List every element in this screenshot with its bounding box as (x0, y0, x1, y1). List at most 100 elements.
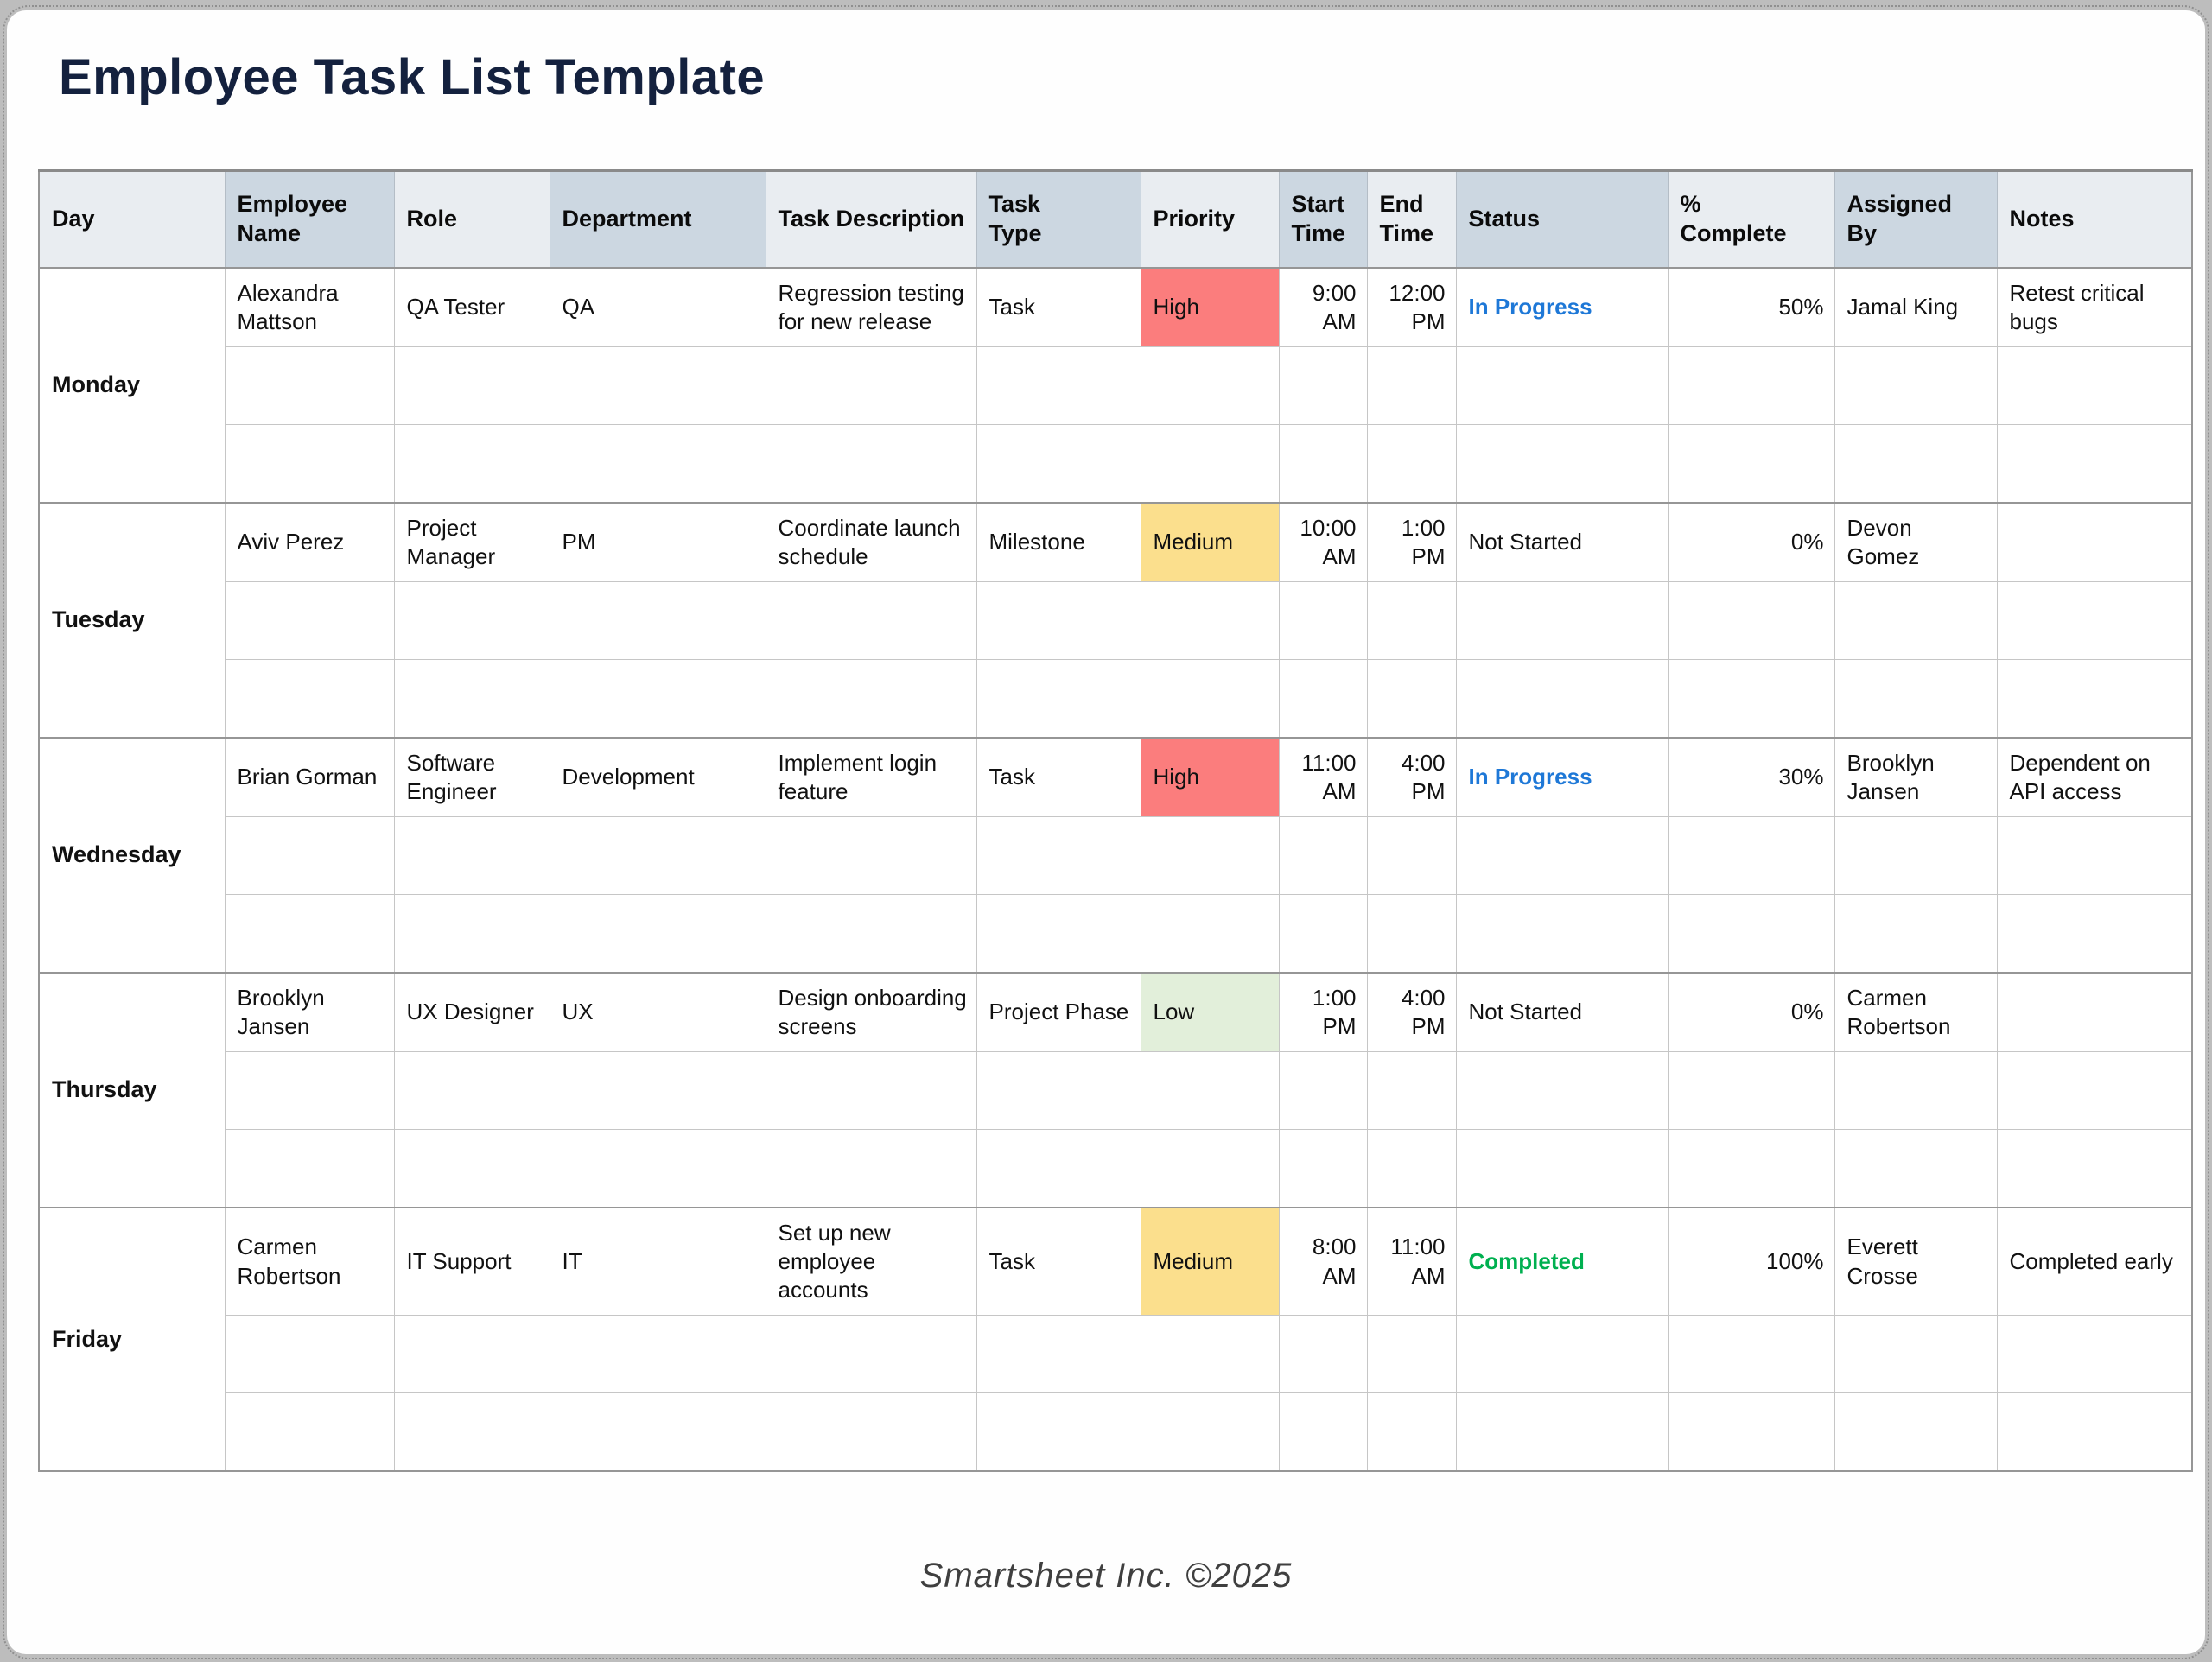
cell-task-type: Task (976, 736, 1141, 818)
document-page: Employee Task List Template Day Employee … (7, 10, 2205, 1654)
empty-cell-percent-complete (1667, 424, 1835, 504)
empty-cell-priority (1140, 894, 1280, 974)
column-header-end-time: End Time (1366, 170, 1457, 269)
empty-cell-task-description (765, 659, 977, 739)
empty-cell-priority (1140, 659, 1280, 739)
empty-cell-status (1455, 1392, 1669, 1472)
cell-task-description: Regression testing for new release (765, 266, 977, 348)
empty-cell-percent-complete (1667, 816, 1835, 896)
empty-cell-task-description (765, 816, 977, 896)
empty-cell-status (1455, 816, 1669, 896)
cell-assigned-by: Everett Crosse (1834, 1206, 1998, 1316)
empty-cell-percent-complete (1667, 894, 1835, 974)
cell-task-description: Coordinate launch schedule (765, 501, 977, 583)
table-body: Monday Alexandra Mattson QA Tester QA Regres… (38, 266, 2193, 1472)
column-header-day: Day (38, 170, 226, 269)
empty-cell-end-time (1366, 894, 1457, 974)
empty-task-row (39, 1392, 2193, 1472)
empty-cell-status (1455, 581, 1669, 661)
cell-role: QA Tester (393, 266, 550, 348)
empty-cell-priority (1140, 346, 1280, 426)
empty-cell-task-type (976, 1315, 1141, 1394)
cell-end-time: 11:00 AM (1366, 1206, 1457, 1316)
cell-end-time: 4:00 PM (1366, 736, 1457, 818)
cell-start-time: 10:00 AM (1278, 501, 1368, 583)
empty-cell-task-type (976, 1129, 1141, 1208)
empty-cell-priority (1140, 1129, 1280, 1208)
empty-cell-notes (1996, 816, 2193, 896)
empty-cell-task-description (765, 1392, 977, 1472)
empty-cell-assigned-by (1834, 424, 1998, 504)
empty-cell-status (1455, 346, 1669, 426)
empty-cell-employee-name (224, 1051, 395, 1131)
empty-cell-status (1455, 1051, 1669, 1131)
column-header-label: Role (406, 205, 458, 232)
empty-cell-start-time (1278, 1392, 1368, 1472)
column-header-start-time: Start Time (1278, 170, 1368, 269)
cell-percent-complete: 0% (1667, 971, 1835, 1053)
empty-cell-role (393, 894, 550, 974)
cell-end-time: 1:00 PM (1366, 501, 1457, 583)
employee-task-table: Day Employee Name Role Department Task Descr… (38, 169, 2193, 1472)
empty-cell-role (393, 659, 550, 739)
empty-task-row (39, 659, 2193, 739)
empty-cell-task-type (976, 424, 1141, 504)
cell-start-time: 9:00 AM (1278, 266, 1368, 348)
empty-task-row (39, 816, 2193, 896)
cell-employee-name: Carmen Robertson (224, 1206, 395, 1316)
empty-cell-task-description (765, 1051, 977, 1131)
empty-task-row (39, 1129, 2193, 1208)
empty-cell-task-description (765, 894, 977, 974)
empty-cell-start-time (1278, 424, 1368, 504)
column-header-label: % Complete (1680, 191, 1787, 246)
empty-cell-assigned-by (1834, 346, 1998, 426)
column-header-task-description: Task Description (765, 170, 977, 269)
empty-cell-role (393, 816, 550, 896)
cell-notes: Completed early (1996, 1206, 2193, 1316)
cell-role: UX Designer (393, 971, 550, 1053)
empty-cell-role (393, 1051, 550, 1131)
column-header-notes: Notes (1996, 170, 2193, 269)
empty-cell-employee-name (224, 424, 395, 504)
empty-cell-priority (1140, 1315, 1280, 1394)
cell-priority: High (1140, 266, 1280, 348)
cell-notes: Retest critical bugs (1996, 266, 2193, 348)
column-header-label: Notes (2009, 205, 2075, 232)
cell-assigned-by: Devon Gomez (1834, 501, 1998, 583)
empty-cell-end-time (1366, 1129, 1457, 1208)
empty-cell-end-time (1366, 1392, 1457, 1472)
empty-cell-percent-complete (1667, 1051, 1835, 1131)
cell-employee-name: Aviv Perez (224, 501, 395, 583)
empty-cell-task-type (976, 346, 1141, 426)
empty-cell-percent-complete (1667, 659, 1835, 739)
footer-credit: Smartsheet Inc. ©2025 (919, 1557, 1293, 1595)
empty-cell-notes (1996, 581, 2193, 661)
column-header-department: Department (549, 170, 766, 269)
empty-cell-assigned-by (1834, 894, 1998, 974)
empty-cell-role (393, 1129, 550, 1208)
table-header: Day Employee Name Role Department Task Descr… (38, 170, 2193, 269)
column-header-label: Employee Name (237, 191, 348, 246)
empty-cell-assigned-by (1834, 659, 1998, 739)
task-row-tuesday: Tuesday Aviv Perez Project Manager PM Coordi… (38, 501, 2193, 739)
empty-cell-department (549, 1315, 766, 1394)
task-row-friday: Friday Carmen Robertson IT Support IT Set up… (38, 1206, 2193, 1472)
empty-cell-assigned-by (1834, 581, 1998, 661)
empty-cell-task-description (765, 424, 977, 504)
empty-cell-status (1455, 1129, 1669, 1208)
column-header-priority: Priority (1140, 170, 1280, 269)
empty-cell-end-time (1366, 1051, 1457, 1131)
empty-cell-department (549, 894, 766, 974)
column-header-employee-name: Employee Name (224, 170, 395, 269)
cell-department: QA (549, 266, 766, 348)
empty-cell-employee-name (224, 581, 395, 661)
empty-cell-start-time (1278, 581, 1368, 661)
cell-employee-name: Brooklyn Jansen (224, 971, 395, 1053)
empty-cell-task-type (976, 659, 1141, 739)
empty-cell-notes (1996, 894, 2193, 974)
cell-task-type: Project Phase (976, 971, 1141, 1053)
cell-priority: Medium (1140, 501, 1280, 583)
column-header-label: Task Description (778, 205, 965, 232)
empty-cell-assigned-by (1834, 1051, 1998, 1131)
cell-priority: High (1140, 736, 1280, 818)
